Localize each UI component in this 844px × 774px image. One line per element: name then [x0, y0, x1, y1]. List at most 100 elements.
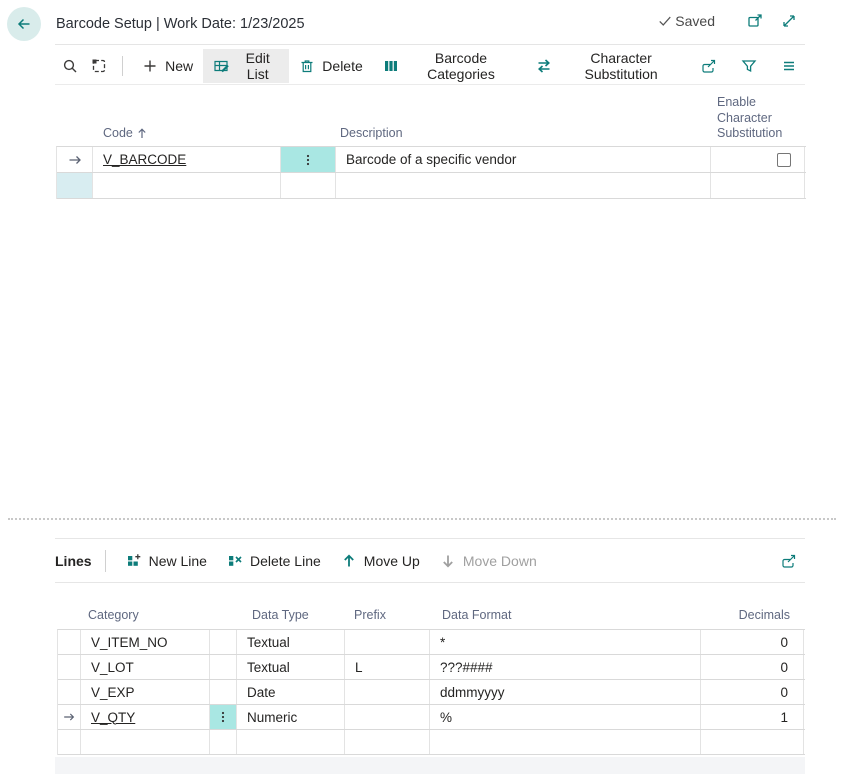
check-icon [659, 16, 672, 26]
expand-button[interactable] [781, 13, 797, 29]
character-substitution-icon [538, 59, 551, 73]
code-cell[interactable]: V_BARCODE [93, 147, 281, 172]
new-row-indicator [57, 173, 93, 198]
filter-icon [741, 60, 757, 73]
row-arrow-icon [69, 155, 81, 164]
description-cell[interactable]: Barcode of a specific vendor [336, 147, 711, 172]
decimals-cell[interactable]: 0 [701, 655, 804, 679]
search-icon [63, 59, 77, 73]
description-cell-empty[interactable] [336, 173, 711, 198]
new-line-icon [127, 553, 140, 566]
saved-label: Saved [675, 13, 715, 29]
decimals-cell-empty[interactable] [701, 730, 804, 754]
analyze-button[interactable] [84, 50, 113, 83]
data-format-cell[interactable]: * [430, 630, 701, 654]
category-cell[interactable]: V_ITEM_NO [81, 630, 210, 654]
category-cell[interactable]: V_LOT [81, 655, 210, 679]
table-row: V_BARCODE Barcode of a specific vendor [57, 147, 806, 173]
column-header-code[interactable]: Code [103, 126, 147, 140]
delete-button[interactable]: Delete [289, 49, 372, 83]
data-type-cell[interactable]: Textual [237, 655, 345, 679]
arrow-up-icon [343, 554, 354, 566]
code-cell-empty[interactable] [93, 173, 281, 198]
filter-button[interactable] [733, 50, 765, 83]
data-format-cell[interactable]: % [430, 705, 701, 729]
data-format-cell[interactable]: ddmmyyyy [430, 680, 701, 704]
prefix-cell[interactable] [345, 630, 430, 654]
column-header-decimals[interactable]: Decimals [738, 608, 790, 622]
data-format-cell-empty[interactable] [430, 730, 701, 754]
new-line-button-label: New Line [148, 552, 207, 569]
arrow-down-icon [442, 555, 453, 567]
ellipsis-v-icon [306, 154, 310, 165]
saved-indicator: Saved [658, 13, 715, 29]
share-button[interactable] [693, 50, 725, 83]
open-in-new-window-icon [748, 14, 762, 27]
delete-line-icon [228, 555, 242, 566]
data-type-cell[interactable]: Date [237, 680, 345, 704]
decimals-cell[interactable]: 0 [701, 630, 804, 654]
prefix-cell[interactable] [345, 680, 430, 704]
data-type-cell[interactable]: Textual [237, 630, 345, 654]
decimals-cell[interactable]: 0 [701, 680, 804, 704]
category-cell[interactable]: V_QTY [81, 705, 210, 729]
new-button[interactable]: New [132, 49, 203, 83]
new-line-button[interactable]: New Line [116, 544, 217, 578]
code-header-label: Code [103, 126, 133, 140]
move-up-button[interactable]: Move Up [331, 544, 430, 578]
prefix-cell[interactable] [345, 705, 430, 729]
fastab-dotted-separator [8, 518, 836, 520]
category-cell-empty[interactable] [81, 730, 210, 754]
edit-list-button[interactable]: Edit List [203, 49, 290, 83]
column-header-description[interactable]: Description [340, 126, 403, 140]
row-menu-cell [210, 655, 237, 679]
character-substitution-button[interactable]: Character Substitution [526, 49, 693, 83]
barcode-categories-icon [384, 61, 397, 71]
toolbar-separator [122, 56, 124, 76]
enable-character-substitution-checkbox[interactable] [777, 152, 791, 167]
column-header-prefix[interactable]: Prefix [354, 608, 386, 622]
delete-button-label: Delete [322, 58, 363, 74]
trash-icon [301, 60, 313, 73]
table-row: V_ITEM_NO Textual * 0 [58, 630, 805, 655]
action-bar: New Edit List Delete Barcode Categories [55, 48, 805, 85]
column-header-data-format[interactable]: Data Format [442, 608, 512, 622]
analyze-icon [92, 59, 105, 73]
decimals-cell[interactable]: 1 [701, 705, 804, 729]
edit-list-icon [214, 60, 229, 73]
lines-toolbar: Lines New Line Delete Line Move Up [55, 538, 805, 583]
more-options-button[interactable] [773, 50, 805, 83]
column-header-category[interactable]: Category [88, 608, 139, 622]
search-button[interactable] [55, 50, 84, 83]
row-menu-cell-empty [281, 173, 336, 198]
lines-share-button[interactable] [773, 544, 805, 577]
character-substitution-button-label: Character Substitution [584, 50, 658, 82]
table-row: V_LOT Textual L ???#### 0 [58, 655, 805, 680]
row-arrow-icon [64, 713, 75, 721]
table-row: V_EXP Date ddmmyyyy 0 [58, 680, 805, 705]
plus-icon [144, 60, 156, 72]
delete-line-button[interactable]: Delete Line [217, 544, 331, 578]
row-menu-button[interactable] [210, 705, 237, 729]
column-header-enable-character-substitution[interactable]: Enable Character Substitution [717, 95, 783, 140]
back-button[interactable] [7, 7, 41, 41]
data-type-cell[interactable]: Numeric [237, 705, 345, 729]
data-type-cell-empty[interactable] [237, 730, 345, 754]
edit-list-button-label: Edit List [245, 50, 270, 82]
code-value[interactable]: V_BARCODE [103, 152, 187, 167]
category-cell[interactable]: V_EXP [81, 680, 210, 704]
column-header-data-type[interactable]: Data Type [252, 608, 309, 622]
prefix-cell-empty[interactable] [345, 730, 430, 754]
enable-cell-empty [711, 173, 805, 198]
open-in-new-window-button[interactable] [747, 13, 763, 29]
data-format-cell[interactable]: ???#### [430, 655, 701, 679]
share-icon [702, 59, 716, 73]
row-menu-button[interactable] [281, 147, 336, 172]
prefix-cell[interactable]: L [345, 655, 430, 679]
row-indicator [58, 730, 81, 754]
expand-icon [783, 15, 795, 27]
move-down-button: Move Down [430, 544, 547, 578]
barcode-categories-button[interactable]: Barcode Categories [373, 49, 526, 83]
category-value[interactable]: V_QTY [91, 709, 136, 725]
